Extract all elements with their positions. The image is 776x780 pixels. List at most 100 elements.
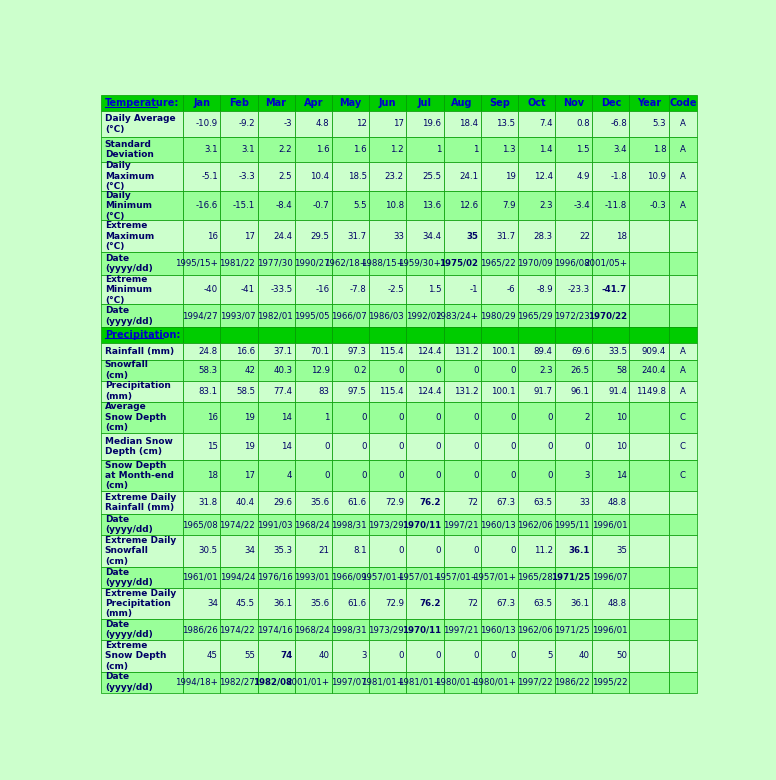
- Bar: [220, 535, 258, 567]
- Text: 1: 1: [324, 413, 330, 422]
- Text: 0: 0: [510, 471, 515, 480]
- Text: 1.2: 1.2: [390, 145, 404, 154]
- Bar: [592, 491, 629, 514]
- Text: 1974/22: 1974/22: [220, 626, 255, 634]
- Bar: [407, 137, 444, 161]
- Bar: [183, 381, 220, 402]
- Text: 0: 0: [473, 471, 478, 480]
- Bar: [669, 343, 697, 360]
- Bar: [258, 328, 295, 343]
- Text: Extreme
Minimum
(°C): Extreme Minimum (°C): [105, 275, 152, 304]
- Bar: [669, 328, 697, 343]
- Text: Precipitation
(mm): Precipitation (mm): [105, 381, 171, 401]
- Text: 1982/27: 1982/27: [220, 678, 255, 686]
- Text: 1965/29: 1965/29: [517, 311, 553, 321]
- Bar: [183, 567, 220, 587]
- Text: 1971/25: 1971/25: [551, 573, 590, 582]
- Bar: [444, 343, 480, 360]
- Bar: [518, 535, 555, 567]
- Bar: [101, 672, 183, 693]
- Text: 1980/29: 1980/29: [480, 311, 515, 321]
- Bar: [669, 360, 697, 381]
- Bar: [183, 535, 220, 567]
- Bar: [629, 95, 669, 111]
- Bar: [295, 587, 332, 619]
- Text: 12.4: 12.4: [534, 172, 553, 181]
- Text: 1974/16: 1974/16: [257, 626, 293, 634]
- Text: 1986/22: 1986/22: [554, 678, 590, 686]
- Bar: [518, 619, 555, 640]
- Bar: [295, 381, 332, 402]
- Bar: [258, 535, 295, 567]
- Bar: [258, 95, 295, 111]
- Bar: [101, 535, 183, 567]
- Text: 13.6: 13.6: [422, 201, 442, 210]
- Text: 1971/25: 1971/25: [554, 626, 590, 634]
- Text: 1965/28: 1965/28: [517, 573, 553, 582]
- Bar: [407, 567, 444, 587]
- Bar: [295, 672, 332, 693]
- Bar: [101, 459, 183, 491]
- Text: A: A: [680, 172, 686, 181]
- Text: 1983/24+: 1983/24+: [435, 311, 478, 321]
- Bar: [332, 491, 369, 514]
- Bar: [518, 161, 555, 191]
- Bar: [592, 275, 629, 304]
- Bar: [332, 459, 369, 491]
- Text: Code: Code: [669, 98, 697, 108]
- Text: May: May: [339, 98, 362, 108]
- Text: 35.3: 35.3: [273, 547, 293, 555]
- Bar: [332, 304, 369, 328]
- Bar: [183, 619, 220, 640]
- Bar: [592, 161, 629, 191]
- Text: Year: Year: [637, 98, 661, 108]
- Bar: [295, 491, 332, 514]
- Text: 33: 33: [393, 232, 404, 240]
- Bar: [555, 191, 592, 221]
- Text: -8.9: -8.9: [536, 285, 553, 294]
- Bar: [220, 111, 258, 137]
- Bar: [444, 433, 480, 459]
- Bar: [369, 433, 407, 459]
- Text: C: C: [680, 471, 686, 480]
- Text: 0: 0: [362, 442, 367, 451]
- Bar: [669, 304, 697, 328]
- Bar: [669, 191, 697, 221]
- Bar: [555, 640, 592, 672]
- Text: 4: 4: [287, 471, 293, 480]
- Text: 18.5: 18.5: [348, 172, 367, 181]
- Bar: [518, 137, 555, 161]
- Text: 240.4: 240.4: [642, 366, 667, 374]
- Text: 1982/01: 1982/01: [257, 311, 293, 321]
- Bar: [407, 587, 444, 619]
- Bar: [407, 381, 444, 402]
- Text: 1957/01+: 1957/01+: [361, 573, 404, 582]
- Text: 35: 35: [466, 232, 478, 240]
- Text: 1.6: 1.6: [316, 145, 330, 154]
- Bar: [220, 402, 258, 433]
- Text: 1968/24: 1968/24: [294, 626, 330, 634]
- Text: Standard
Deviation: Standard Deviation: [105, 140, 154, 159]
- Bar: [101, 587, 183, 619]
- Bar: [332, 672, 369, 693]
- Bar: [183, 328, 220, 343]
- Text: 97.3: 97.3: [348, 347, 367, 356]
- Text: 10: 10: [616, 442, 627, 451]
- Text: 18.4: 18.4: [459, 119, 478, 129]
- Text: 10.9: 10.9: [647, 172, 667, 181]
- Bar: [480, 221, 518, 252]
- Bar: [332, 587, 369, 619]
- Bar: [669, 252, 697, 275]
- Bar: [629, 221, 669, 252]
- Bar: [369, 328, 407, 343]
- Bar: [369, 459, 407, 491]
- Text: 19: 19: [244, 413, 255, 422]
- Text: 31.7: 31.7: [497, 232, 515, 240]
- Text: 0: 0: [399, 366, 404, 374]
- Text: Aug: Aug: [452, 98, 473, 108]
- Bar: [332, 161, 369, 191]
- Text: Dec: Dec: [601, 98, 621, 108]
- Bar: [369, 137, 407, 161]
- Bar: [407, 275, 444, 304]
- Text: 1975/02: 1975/02: [439, 259, 478, 268]
